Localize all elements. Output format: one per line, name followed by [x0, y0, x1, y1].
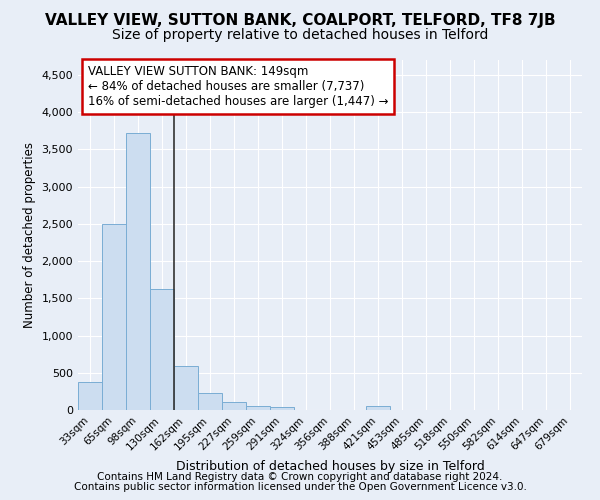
Bar	[366, 406, 390, 410]
Bar	[150, 288, 174, 410]
X-axis label: Distribution of detached houses by size in Telford: Distribution of detached houses by size …	[176, 460, 484, 473]
Text: Contains HM Land Registry data © Crown copyright and database right 2024.: Contains HM Land Registry data © Crown c…	[97, 472, 503, 482]
Bar	[174, 366, 198, 410]
Y-axis label: Number of detached properties: Number of detached properties	[23, 142, 36, 328]
Bar	[198, 393, 222, 410]
Text: VALLEY VIEW SUTTON BANK: 149sqm
← 84% of detached houses are smaller (7,737)
16%: VALLEY VIEW SUTTON BANK: 149sqm ← 84% of…	[88, 66, 389, 108]
Text: VALLEY VIEW, SUTTON BANK, COALPORT, TELFORD, TF8 7JB: VALLEY VIEW, SUTTON BANK, COALPORT, TELF…	[44, 12, 556, 28]
Bar	[222, 402, 246, 410]
Text: Contains public sector information licensed under the Open Government Licence v3: Contains public sector information licen…	[74, 482, 526, 492]
Bar	[270, 408, 294, 410]
Bar	[126, 133, 150, 410]
Bar	[78, 382, 102, 410]
Bar	[102, 224, 126, 410]
Text: Size of property relative to detached houses in Telford: Size of property relative to detached ho…	[112, 28, 488, 42]
Bar	[246, 406, 270, 410]
